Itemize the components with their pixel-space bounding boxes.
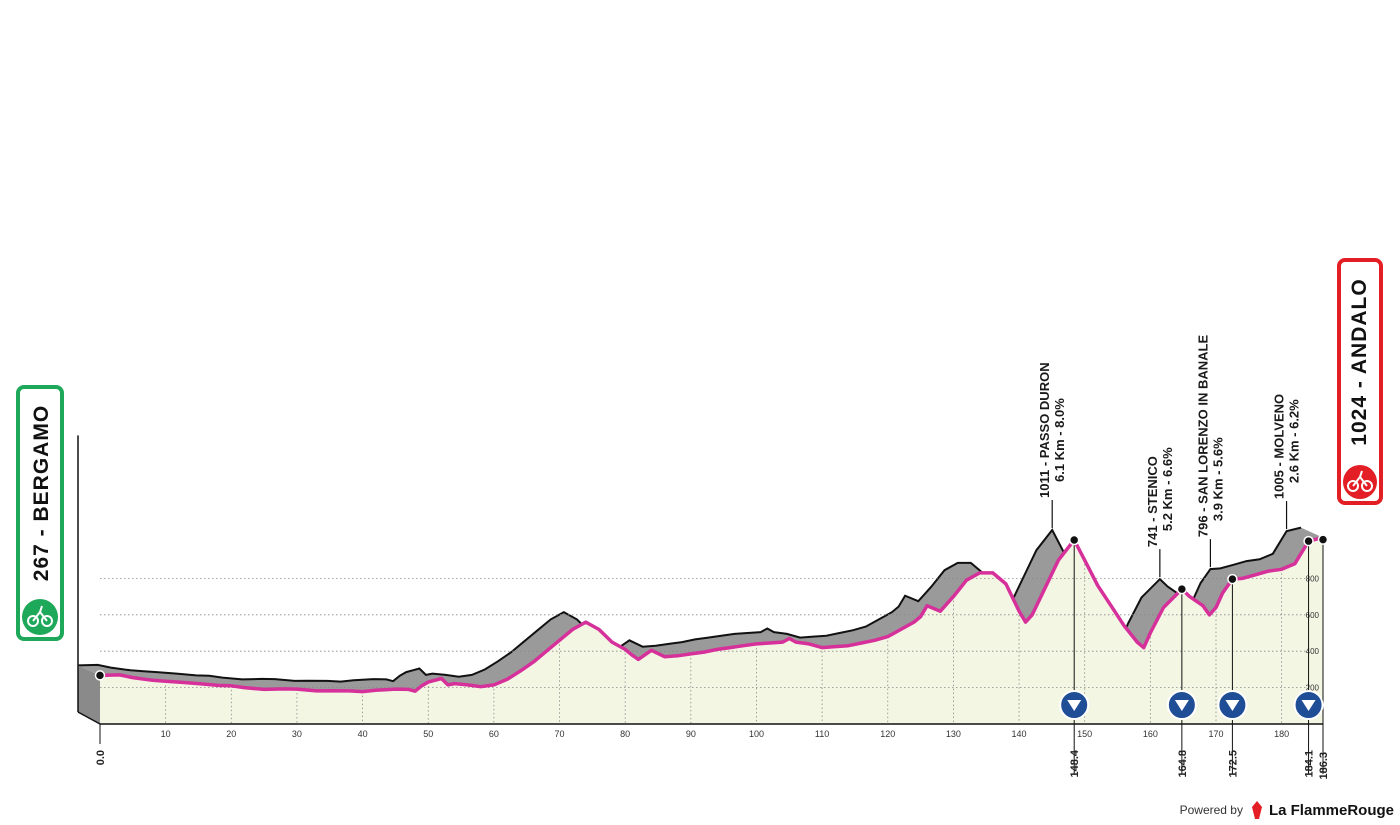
start-badge: 267 - BERGAMO <box>16 385 64 641</box>
km-tick-label: 10 <box>161 729 171 739</box>
climb-name-label: 1011 - PASSO DURON <box>1037 362 1052 498</box>
km-tick-label: 70 <box>555 729 565 739</box>
profile-area-layer <box>100 537 1323 724</box>
climb-summit-point <box>1068 534 1080 546</box>
climb-stats-label: 6.1 Km - 8.0% <box>1052 398 1067 482</box>
climb-km-label: 148.4 <box>1069 749 1081 777</box>
climb-marker-group: 164.8 741 - STENICO 5.2 Km - 6.6% <box>1145 447 1197 778</box>
climb-triangle-icon <box>1225 700 1240 711</box>
km-tick-label: 90 <box>686 729 696 739</box>
climb-stats-label: 5.2 Km - 6.6% <box>1160 447 1175 531</box>
grid-layer: 200 400 600 800 <box>100 560 1320 724</box>
km-tick-label: 50 <box>423 729 433 739</box>
km-tick-label: 180 <box>1274 729 1289 739</box>
km-tick-label: 110 <box>815 729 829 739</box>
elevation-band-wall <box>78 665 100 724</box>
brand-text: La FlammeRouge <box>1268 801 1394 819</box>
finish-km-label: 186.3 <box>1318 752 1330 780</box>
flame-icon <box>1251 801 1262 819</box>
route-line-layer <box>94 534 1329 694</box>
climb-summit-point <box>1303 535 1314 547</box>
km-tick-label: 160 <box>1143 729 1158 739</box>
finish-bike-glyph <box>1347 470 1373 492</box>
finish-badge: 1024 - ANDALO <box>1337 258 1383 505</box>
start-label: 267 - BERGAMO <box>30 405 53 581</box>
brand-logo: La FlammeRouge <box>1251 801 1394 819</box>
km-tick-label: 80 <box>620 729 630 739</box>
km-tick-label: 120 <box>880 729 895 739</box>
climb-stats-label: 2.6 Km - 6.2% <box>1287 399 1302 483</box>
km-tick-label: 150 <box>1077 729 1092 739</box>
climb-marker-group: 172.5 796 - SAN LORENZO IN BANALE 3.9 Km -… <box>1195 335 1248 778</box>
altitude-tick-label: 400 <box>1306 647 1320 656</box>
altitude-tick-label: 800 <box>1306 574 1320 583</box>
climb-km-label: 164.8 <box>1177 750 1189 778</box>
climb-triangle-icon <box>1301 700 1316 711</box>
powered-by-text: Powered by <box>1179 803 1243 817</box>
climb-triangle-icon <box>1174 700 1189 711</box>
climb-marker-group: 148.4 1011 - PASSO DURON 6.1 Km - 8.0% <box>1037 362 1090 778</box>
km-tick-label: 170 <box>1208 729 1223 739</box>
altitude-tick-label: 200 <box>1306 684 1320 693</box>
climb-summit-point <box>1176 583 1188 595</box>
km-axis-layer: 10 20 30 40 50 60 70 80 90 100 110 120 130 140 150 160 1… <box>77 537 1330 780</box>
climb-name-label: 741 - STENICO <box>1145 456 1160 547</box>
finish-point <box>1317 534 1329 545</box>
km-axis-perspective <box>77 711 101 725</box>
km-tick-label: 60 <box>489 729 499 739</box>
finish-cyclist-icon <box>1343 465 1377 499</box>
start-cyclist-icon <box>22 599 58 635</box>
km-tick-label: 100 <box>749 729 764 739</box>
km-tick-label: 20 <box>226 729 236 739</box>
climb-km-label: 172.5 <box>1227 750 1239 778</box>
climb-summit-point <box>1227 573 1238 585</box>
altitude-tick-label: 600 <box>1306 611 1320 620</box>
start-km-label: 0.0 <box>95 750 107 765</box>
start-point <box>94 670 106 681</box>
climb-triangle-icon <box>1067 700 1082 711</box>
km-tick-label: 40 <box>358 729 368 739</box>
km-tick-label: 140 <box>1012 729 1027 739</box>
climbs-layer: 148.4 1011 - PASSO DURON 6.1 Km - 8.0% 164.… <box>1037 335 1324 778</box>
footer: Powered by La FlammeRouge <box>1180 801 1394 819</box>
climb-name-label: 1005 - MOLVENO <box>1272 394 1287 499</box>
finish-label: 1024 - ANDALO <box>1348 278 1371 445</box>
climb-km-label: 184.1 <box>1304 750 1316 778</box>
route-line <box>99 535 1324 694</box>
climb-name-label: 796 - SAN LORENZO IN BANALE <box>1195 335 1210 538</box>
km-tick-label: 30 <box>292 729 302 739</box>
climb-marker-group: 184.1 1005 - MOLVENO 2.6 Km - 6.2% <box>1272 394 1324 778</box>
km-tick-label: 130 <box>946 729 961 739</box>
climb-stats-label: 3.9 Km - 5.6% <box>1210 437 1225 521</box>
profile-area <box>100 537 1323 724</box>
start-bike-glyph <box>27 605 53 627</box>
